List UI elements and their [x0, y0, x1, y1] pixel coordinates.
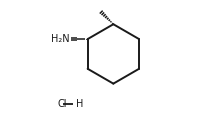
Text: Cl: Cl: [57, 99, 67, 109]
Text: H₂N: H₂N: [51, 34, 70, 44]
Text: H: H: [76, 99, 83, 109]
